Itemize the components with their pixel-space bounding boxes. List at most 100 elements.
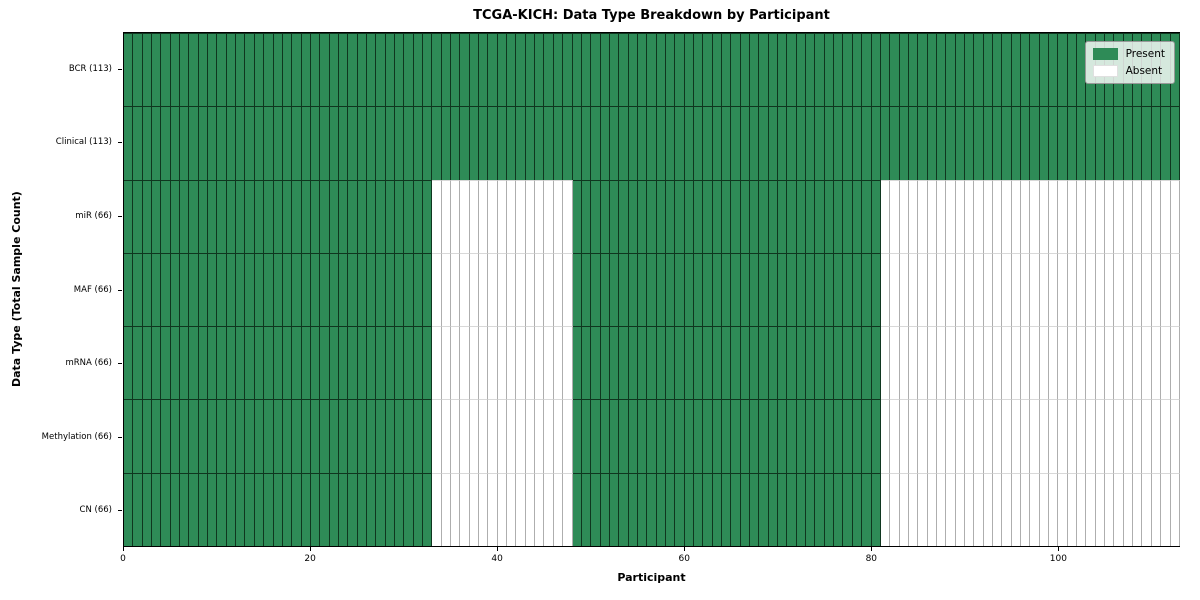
heatmap-cell [693,399,704,473]
heatmap-cell [507,106,517,180]
heatmap-cell [320,326,330,400]
heatmap-cell [824,472,835,546]
heatmap-cell [124,252,134,327]
heatmap-cell [1095,399,1106,473]
heatmap-cell [264,399,274,473]
heatmap-cell [180,252,190,327]
heatmap-cell [1161,472,1171,546]
heatmap-cell [282,326,293,400]
heatmap-cell [684,252,694,327]
heatmap-row [124,326,1180,400]
x-tick-mark [310,547,312,551]
heatmap-cell [890,252,900,327]
heatmap-cell [152,399,162,473]
heatmap-cell [946,252,956,327]
heatmap-cell [152,179,162,253]
heatmap-cell [600,106,610,180]
heatmap-cell [451,33,461,107]
heatmap-cell [1011,472,1021,546]
heatmap-cell [1039,252,1050,327]
heatmap-cell [1021,326,1031,400]
heatmap-cell [329,33,339,107]
heatmap-cell [983,472,993,546]
heatmap-cell [310,399,321,473]
heatmap-cell [572,179,582,253]
heatmap-cell [740,179,751,253]
heatmap-cell [1021,33,1031,107]
heatmap-cell [824,399,835,473]
y-tick-label: Methylation (66) [41,431,112,442]
heatmap-cell [600,472,610,546]
heatmap-cell [217,106,227,180]
heatmap-cell [768,326,779,400]
heatmap-cell [413,33,423,107]
heatmap-cell [366,252,377,327]
heatmap-cell [656,33,666,107]
heatmap-cell [236,472,246,546]
heatmap-cell [731,472,741,546]
heatmap-cell [310,179,321,253]
heatmap-cell [180,106,190,180]
heatmap-cell [460,472,470,546]
heatmap-cell [862,326,872,400]
heatmap-cell [1170,106,1180,180]
heatmap-cell [1049,252,1059,327]
heatmap-cell [348,252,358,327]
x-tick-mark [1058,547,1060,551]
heatmap-cell [394,252,405,327]
heatmap-cell [451,252,461,327]
heatmap-cell [722,326,732,400]
heatmap-cell [320,252,330,327]
heatmap-cell [1067,33,1078,107]
heatmap-cell [376,33,386,107]
heatmap-cell [768,106,779,180]
heatmap-cell [862,399,872,473]
heatmap-cell [161,33,171,107]
heatmap-cell [544,326,554,400]
heatmap-cell [834,399,844,473]
heatmap-cell [628,33,638,107]
heatmap-cell [1011,252,1021,327]
heatmap-cell [750,252,760,327]
heatmap-cell [226,252,237,327]
heatmap-row [124,106,1180,180]
heatmap-cell [525,106,536,180]
heatmap-cell [254,326,265,400]
heatmap-cell [778,326,788,400]
heatmap-cell [226,106,237,180]
heatmap-cell [394,33,405,107]
heatmap-cell [423,252,433,327]
heatmap-cell [376,106,386,180]
heatmap-cell [385,326,395,400]
heatmap-cell [338,33,349,107]
heatmap-cell [479,179,489,253]
heatmap-cell [376,399,386,473]
heatmap-cell [460,252,470,327]
heatmap-cell [170,252,181,327]
heatmap-cell [245,399,255,473]
heatmap-cell [301,399,311,473]
heatmap-cell [647,472,657,546]
heatmap-cell [862,472,872,546]
legend: Present Absent [1084,41,1175,84]
heatmap-cell [357,472,367,546]
heatmap-cell [292,472,302,546]
heatmap-cell [441,252,452,327]
heatmap-cell [310,472,321,546]
heatmap-cell [852,179,863,253]
heatmap-cell [217,472,227,546]
y-tick-label: BCR (113) [68,63,112,74]
heatmap-cell [992,106,1003,180]
heatmap-cell [1077,326,1087,400]
heatmap-cell [161,399,171,473]
x-tick-label: 60 [678,554,690,564]
heatmap-cell [1002,472,1012,546]
heatmap-cell [1133,252,1143,327]
heatmap-cell [1058,179,1068,253]
heatmap-cell [600,326,610,400]
heatmap-cell [722,399,732,473]
heatmap-cell [899,106,909,180]
heatmap-cell [553,399,564,473]
heatmap-cell [637,179,648,253]
heatmap-cell [750,472,760,546]
